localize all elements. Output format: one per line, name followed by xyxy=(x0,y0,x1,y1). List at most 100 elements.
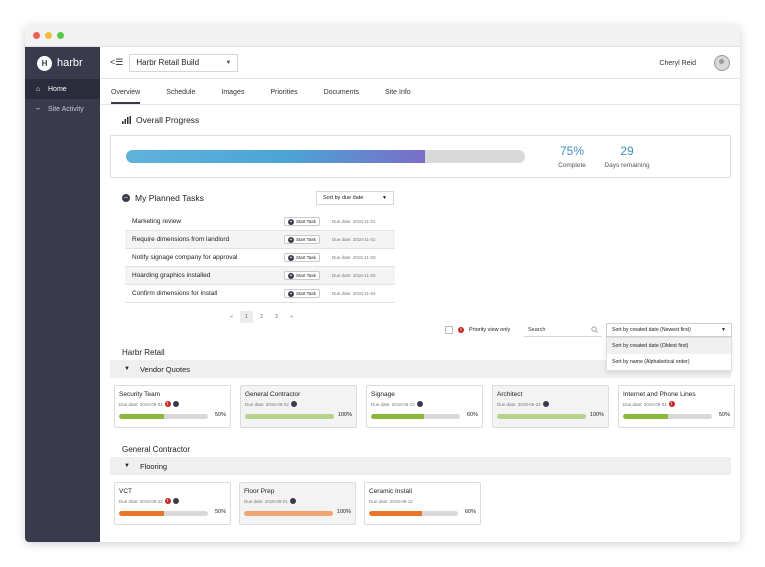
search-input[interactable]: Search xyxy=(524,323,602,337)
card-due-date: Due date: 2018-09-01 xyxy=(244,498,288,504)
search-placeholder: Search xyxy=(528,326,546,333)
chevron-down-icon: ▼ xyxy=(382,195,387,201)
card-progress-bar xyxy=(369,511,458,516)
start-task-button[interactable]: + Start Task xyxy=(284,289,320,298)
task-row: Confirm dimensions for install + Start Tas… xyxy=(125,285,395,303)
status-dot-icon xyxy=(172,401,179,407)
card-due-row: Due date: 2018-09-12 xyxy=(369,497,476,505)
task-due-date: Due date: 2018-11-03 xyxy=(332,255,376,260)
card-sort-selected: Sort by created date (Newest first) xyxy=(612,327,691,333)
priority-checkbox[interactable] xyxy=(445,326,453,334)
plus-icon: + xyxy=(288,218,294,225)
close-dot[interactable] xyxy=(33,32,40,39)
card-progress-fill xyxy=(371,414,425,419)
card-title: VCT xyxy=(119,488,132,495)
menu-toggle-icon[interactable]: <☰ xyxy=(110,57,124,67)
card-due-row: Due date: 2018-09-22! xyxy=(119,497,226,505)
priority-filter[interactable]: ! Priority view only xyxy=(445,323,510,337)
task-card[interactable]: General Contractor Due date: 2018-09-22 10… xyxy=(240,385,357,428)
sort-option-oldest[interactable]: Sort by created date (Oldest first) xyxy=(607,338,731,354)
overall-progress-heading: Overall Progress xyxy=(122,115,199,125)
task-name: Require dimensions from landlord xyxy=(132,236,230,243)
card-percent: 100% xyxy=(589,412,604,418)
tab-documents[interactable]: Documents xyxy=(323,89,359,96)
task-row: Notify signage company for approval + Star… xyxy=(125,249,395,267)
start-task-label: Start Task xyxy=(296,237,316,242)
card-title: Security Team xyxy=(119,391,161,398)
start-task-button[interactable]: + Start Task xyxy=(284,235,320,244)
chart-icon: ∽ xyxy=(35,106,41,113)
card-percent: 60% xyxy=(466,412,478,418)
page-number[interactable]: 3 xyxy=(275,314,278,320)
start-task-label: Start Task xyxy=(296,255,316,260)
logo-text: harbr xyxy=(57,57,83,69)
task-card[interactable]: Ceramic Install Due date: 2018-09-12 60% xyxy=(364,482,481,525)
page-number[interactable]: 1 xyxy=(240,311,253,323)
card-sort-select[interactable]: Sort by created date (Newest first) ▼ xyxy=(606,323,732,337)
task-name: Notify signage company for approval xyxy=(132,254,238,261)
collapse-arrow-icon: ▼ xyxy=(124,463,130,469)
section-header[interactable]: ▼ Vendor Quotes xyxy=(110,360,731,378)
status-dot-icon xyxy=(172,498,179,504)
start-task-button[interactable]: + Start Task xyxy=(284,217,320,226)
plus-icon: + xyxy=(288,272,294,279)
task-list: Marketing review + Start Task Due date: 201… xyxy=(125,213,395,303)
project-select[interactable]: Harbr Retail Build ▼ xyxy=(129,53,239,72)
card-progress-bar xyxy=(119,414,208,419)
card-due-row: Due date: 2018-09-01! xyxy=(119,400,226,408)
card-progress-fill xyxy=(623,414,668,419)
task-card[interactable]: Signage Due date: 2018-09-12 60% xyxy=(366,385,483,428)
avatar[interactable] xyxy=(714,55,730,71)
zoom-dot[interactable] xyxy=(57,32,64,39)
card-percent: 60% xyxy=(464,509,476,515)
sidebar-item-home[interactable]: ⌂ Home xyxy=(25,79,100,99)
section-title: Vendor Quotes xyxy=(139,364,190,374)
card-progress-fill xyxy=(244,511,333,516)
user-name[interactable]: Cheryl Reid xyxy=(659,59,696,67)
tab-overview[interactable]: Overview xyxy=(111,89,141,104)
alert-icon: ! xyxy=(164,401,171,407)
task-card[interactable]: Internet and Phone Lines Due date: 2018-0… xyxy=(618,385,735,428)
plus-icon: + xyxy=(288,254,294,261)
task-card[interactable]: VCT Due date: 2018-09-22! 50% xyxy=(114,482,231,525)
sidebar-item-label: Home xyxy=(48,85,67,93)
logo[interactable]: H harbr xyxy=(25,47,100,79)
collapse-icon[interactable]: – xyxy=(122,194,130,202)
sidebar-item-label: Site Activity xyxy=(48,105,84,113)
minimize-dot[interactable] xyxy=(45,32,52,39)
task-sort-label: Sort by due date xyxy=(323,195,364,201)
start-task-label: Start Task xyxy=(296,291,316,296)
task-card[interactable]: Architect Due date: 2018-09-22 100% xyxy=(492,385,609,428)
task-name: Confirm dimensions for install xyxy=(132,290,218,297)
start-task-button[interactable]: + Start Task xyxy=(284,253,320,262)
task-row: Marketing review + Start Task Due date: 201… xyxy=(125,213,395,231)
alert-icon: ! xyxy=(668,401,675,407)
page-prev[interactable]: « xyxy=(230,314,233,320)
start-task-button[interactable]: + Start Task xyxy=(284,271,320,280)
card-due-row: Due date: 2018-09-22 xyxy=(245,400,352,408)
card-percent: 100% xyxy=(336,509,351,515)
card-due-date: Due date: 2018-09-01 xyxy=(623,401,667,407)
sort-option-alphabetical[interactable]: Sort by name (Alphabetical order) xyxy=(612,359,690,365)
sidebar-item-site-activity[interactable]: ∽ Site Activity xyxy=(25,99,100,119)
plus-icon: + xyxy=(288,290,294,297)
tab-images[interactable]: Images xyxy=(221,89,245,96)
task-sort-select[interactable]: Sort by due date ▼ xyxy=(316,191,394,205)
harbr-logo-icon: H xyxy=(37,55,52,71)
tab-priorities[interactable]: Priorities xyxy=(270,89,298,96)
start-task-label: Start Task xyxy=(296,219,316,224)
task-card[interactable]: Security Team Due date: 2018-09-01! 50% xyxy=(114,385,231,428)
tab-site-info[interactable]: Site Info xyxy=(385,89,411,96)
alert-icon: ! xyxy=(458,327,464,333)
status-dot-icon xyxy=(290,401,297,407)
task-card[interactable]: Floor Prep Due date: 2018-09-01 100% xyxy=(239,482,356,525)
page-number[interactable]: 2 xyxy=(260,314,263,320)
card-due-row: Due date: 2018-09-22 xyxy=(497,400,604,408)
card-progress-bar xyxy=(119,511,208,516)
section-header[interactable]: ▼ Flooring xyxy=(110,457,731,475)
card-percent: 50% xyxy=(214,509,226,515)
card-due-row: Due date: 2018-09-12 xyxy=(371,400,478,408)
page-next[interactable]: » xyxy=(290,314,293,320)
tab-schedule[interactable]: Schedule xyxy=(166,89,196,96)
plus-icon: + xyxy=(288,236,294,243)
